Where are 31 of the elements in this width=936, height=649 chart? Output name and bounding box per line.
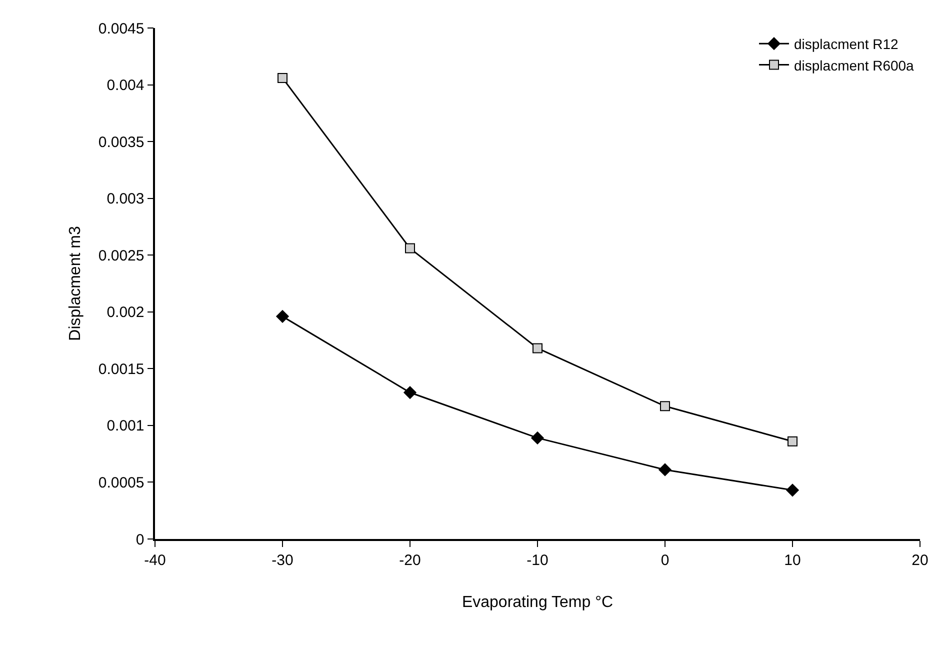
y-tick-label: 0.0035 xyxy=(98,134,144,151)
x-tick-label: -40 xyxy=(144,552,166,569)
x-tick-label: -20 xyxy=(399,552,421,569)
y-tick-label: 0.004 xyxy=(106,77,144,94)
point xyxy=(786,484,799,497)
x-tick-label: 10 xyxy=(784,552,801,569)
y-tick-label: 0.0005 xyxy=(98,474,144,492)
y-tick-label: 0 xyxy=(136,531,144,548)
x-tick-label: 0 xyxy=(660,552,670,569)
y-tick-label: 0.001 xyxy=(106,418,144,435)
y-tick-label: 0.003 xyxy=(106,190,144,208)
point xyxy=(276,310,289,323)
x-tick-label: 20 xyxy=(912,552,928,569)
point xyxy=(278,72,288,83)
y-axis-title: Displacment m3 xyxy=(66,226,84,341)
x-tick-label: -10 xyxy=(526,552,548,569)
legend-label: displacment R12 xyxy=(794,36,898,52)
point xyxy=(532,343,542,354)
point xyxy=(405,243,415,254)
x-tick-label: -30 xyxy=(272,552,294,569)
point xyxy=(404,386,416,399)
point xyxy=(531,432,544,444)
y-tick-label: 0.0015 xyxy=(98,360,144,378)
y-tick-label: 0.0025 xyxy=(98,247,144,264)
y-tick-label: 0.002 xyxy=(106,304,144,322)
legend-label: displacment R600a xyxy=(794,57,914,74)
point xyxy=(660,401,670,412)
y-tick-label: 0.0045 xyxy=(98,20,144,38)
point xyxy=(658,463,672,476)
point xyxy=(788,436,798,446)
x-axis-title: Evaporating Temp °C xyxy=(462,594,614,611)
